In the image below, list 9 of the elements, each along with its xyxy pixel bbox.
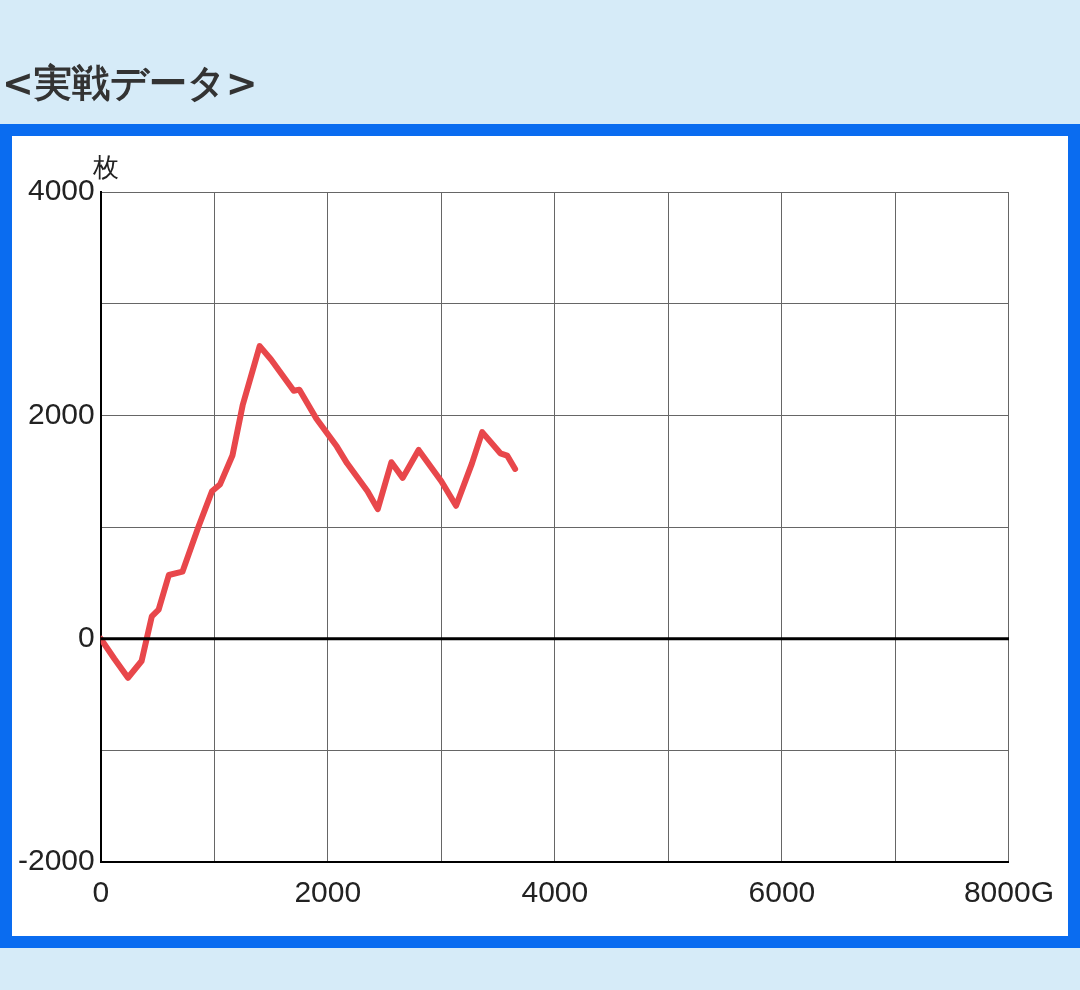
chart-title: <実戦データ> — [2, 60, 258, 107]
x-tick-label: 6000 — [748, 875, 816, 909]
x-tick-label: 2000 — [294, 875, 362, 909]
y-axis-title: 枚 — [91, 151, 119, 182]
y-tick-label: -2000 — [17, 843, 95, 877]
y-tick-label: 0 — [78, 619, 95, 653]
y-tick-label: 2000 — [27, 396, 95, 430]
x-tick-label: 8000G — [963, 875, 1054, 909]
x-tick-label: 4000 — [521, 875, 589, 909]
